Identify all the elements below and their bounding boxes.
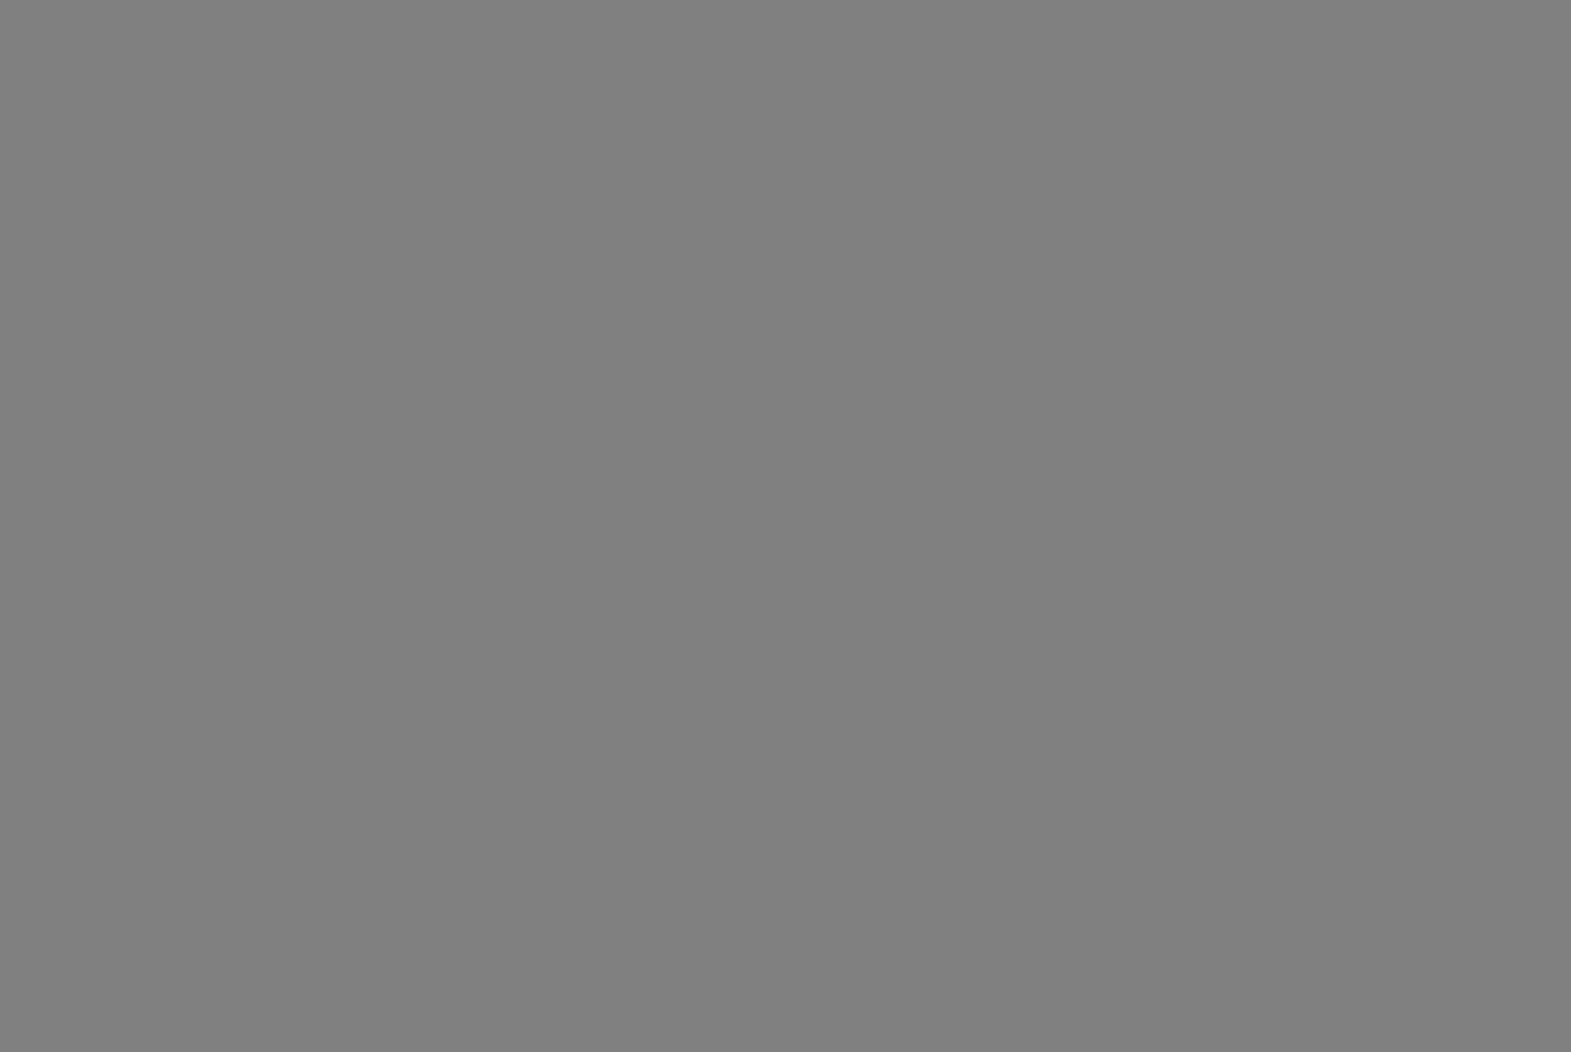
network-graph-canvas-container: Network Graph Visualization scatter 1280… [0, 0, 1571, 1052]
network-graph-svg[interactable] [0, 0, 1571, 1052]
graph-background [0, 0, 1571, 1052]
